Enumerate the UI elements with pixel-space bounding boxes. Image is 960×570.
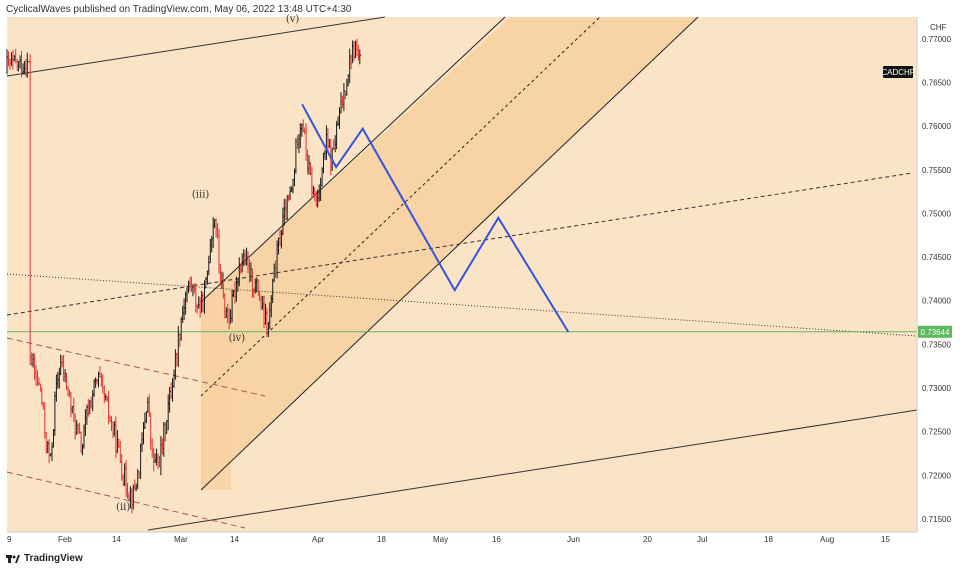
y-tick-label: 0.72500 xyxy=(922,428,951,437)
x-tick-label: 14 xyxy=(112,535,121,544)
y-tick-label: 0.73500 xyxy=(922,340,951,349)
dotted-trendline xyxy=(6,273,918,337)
channel-upper-line xyxy=(200,16,506,303)
y-tick-label: 0.75000 xyxy=(922,209,951,218)
x-tick-label: 15 xyxy=(881,535,890,544)
falling-channel-upper xyxy=(6,337,266,397)
y-tick-label: 0.77000 xyxy=(922,35,951,44)
x-tick-label: 9 xyxy=(7,535,12,544)
footer: TradingView xyxy=(6,553,83,564)
channel-lower-line xyxy=(200,16,699,491)
y-tick-label: 0.76000 xyxy=(922,122,951,131)
falling-channel-lower xyxy=(6,471,246,529)
wave-label: (iv) xyxy=(229,333,246,344)
outer-channel-upper xyxy=(6,16,386,77)
x-tick-label: Jul xyxy=(697,535,707,544)
x-axis[interactable]: 9 Feb 14 Mar 14 Apr 18 May 16 Jun 20 Jul 18 Aug 15 xyxy=(7,535,890,544)
x-tick-label: Jun xyxy=(567,535,580,544)
y-tick-label: 0.74500 xyxy=(922,253,951,262)
wave-label: (iii) xyxy=(192,190,209,201)
x-tick-label: Aug xyxy=(820,535,834,544)
wave-labels: (ii) (iii) (iv) (v) xyxy=(116,14,299,513)
brand-name: TradingView xyxy=(24,553,83,564)
price-badge-label: 0.73644 xyxy=(921,328,950,337)
channel-median-line xyxy=(200,16,601,397)
currency-label: CHF xyxy=(930,23,947,32)
wave-label: (v) xyxy=(286,14,300,25)
y-tick-label: 0.72000 xyxy=(922,471,951,480)
y-tick-label: 0.73000 xyxy=(922,384,951,393)
x-tick-label: 18 xyxy=(764,535,773,544)
x-tick-label: May xyxy=(433,535,448,544)
x-tick-label: 16 xyxy=(492,535,501,544)
x-tick-label: 18 xyxy=(377,535,386,544)
symbol-badge xyxy=(883,66,913,78)
y-axis[interactable]: 0.77000 0.76500 0.76000 0.75500 0.75000 0.745… xyxy=(922,35,951,524)
outer-channel-lower xyxy=(147,409,918,531)
publisher-line: CyclicalWaves published on TradingView.c… xyxy=(6,4,352,15)
y-tick-label: 0.71500 xyxy=(922,515,951,524)
price-badge xyxy=(918,325,952,338)
y-tick-label: 0.75500 xyxy=(922,166,951,175)
range-shade xyxy=(201,300,231,490)
price-bars xyxy=(6,38,361,514)
dashed-trendline xyxy=(6,172,913,316)
y-tick-label: 0.76500 xyxy=(922,78,951,87)
y-tick-label: 0.74000 xyxy=(922,297,951,306)
x-tick-label: Apr xyxy=(312,535,325,544)
projection-path xyxy=(301,103,570,333)
x-tick-label: 14 xyxy=(230,535,239,544)
tradingview-logo-icon xyxy=(6,554,20,563)
x-tick-label: Feb xyxy=(58,535,72,544)
wave-label: (ii) xyxy=(116,502,130,513)
x-tick-label: Mar xyxy=(174,535,188,544)
symbol-label: CADCHF xyxy=(881,68,914,77)
x-tick-label: 20 xyxy=(643,535,652,544)
